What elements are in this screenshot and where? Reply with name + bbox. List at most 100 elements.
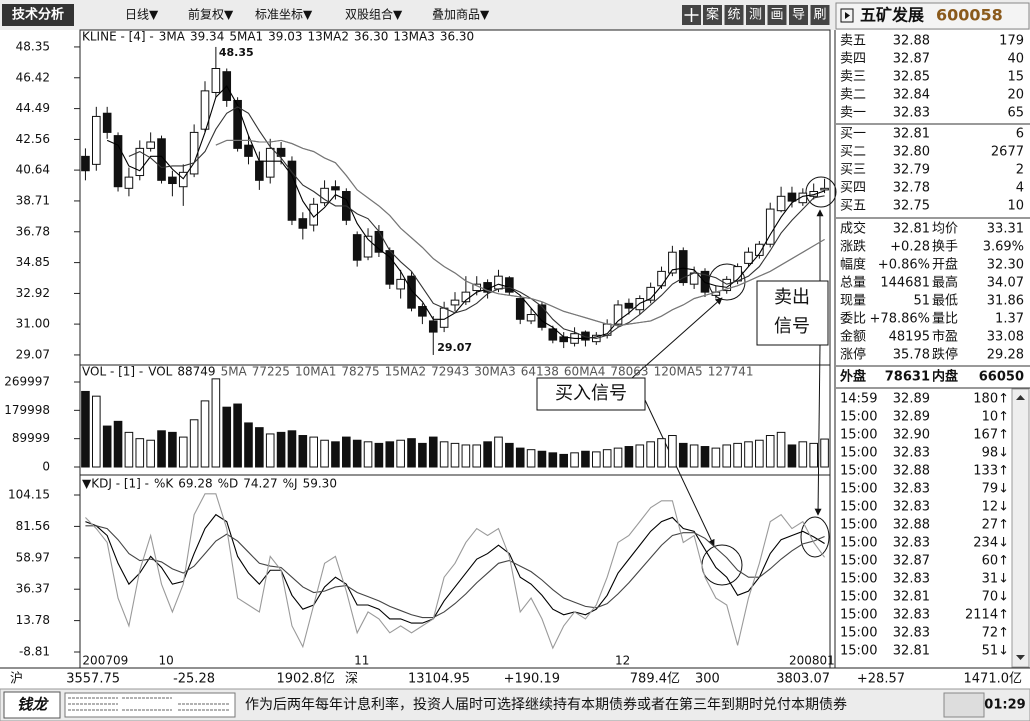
stat-cell: 最高	[932, 275, 958, 291]
analysis-button[interactable]	[2, 4, 74, 26]
ask-row: 卖四	[840, 52, 866, 67]
volume-bar	[494, 436, 503, 468]
legend-name: 13MA3	[393, 30, 434, 44]
volume-bar	[396, 439, 405, 468]
trade-row: 32.83	[893, 626, 930, 641]
tool-button[interactable]	[767, 5, 787, 25]
legend-value: 39.03	[268, 30, 302, 44]
arrow	[631, 297, 723, 379]
stat-cell: 144681	[880, 276, 930, 291]
bid-row: 买二	[840, 145, 866, 160]
ask-row: 32.85	[893, 70, 930, 85]
y-tick-label: 40.64	[16, 163, 50, 177]
stat-cell: +0.86%	[878, 258, 930, 273]
legend-name: %K	[154, 477, 174, 491]
trade-row: 32.83	[893, 572, 930, 587]
volume-bar	[331, 441, 340, 468]
ma-line	[215, 139, 825, 327]
logo-box	[3, 691, 61, 719]
legend-name: 5MA1	[229, 30, 263, 44]
sell-circle	[800, 516, 830, 558]
ticker-controls[interactable]	[943, 692, 985, 718]
expand-icon[interactable]	[840, 8, 854, 23]
menu[interactable]: 日线▼	[125, 8, 159, 22]
legend-value: 88749	[177, 365, 215, 379]
trade-row: 15:00	[840, 410, 877, 425]
trade-row: 15:00	[840, 644, 877, 659]
candle-body	[168, 176, 177, 185]
stat-cell: 金额	[840, 329, 866, 345]
stat-cell: 33.31	[987, 222, 1024, 237]
tool-button[interactable]	[810, 5, 830, 25]
legend-name: 13MA2	[308, 30, 349, 44]
tool-button[interactable]	[724, 5, 744, 25]
candle-body	[331, 186, 340, 191]
trade-row: 32.83	[893, 446, 930, 461]
legend-name: 120MA5	[654, 365, 703, 379]
candle-body	[537, 304, 547, 328]
index-cell: 3557.75	[66, 672, 120, 687]
stat-cell: 委比	[840, 312, 866, 327]
y-tick-label: 36.78	[16, 224, 50, 238]
stat-cell: 成交	[840, 221, 866, 237]
volume-bar	[700, 446, 710, 468]
legend-value: 36.30	[354, 30, 388, 44]
bid-row: 32.79	[893, 163, 930, 178]
candle-body	[135, 147, 145, 177]
scrollbar[interactable]	[1011, 388, 1030, 668]
candle-body	[613, 304, 623, 325]
bid-row: 买三	[840, 163, 866, 178]
tool-label[interactable]: 案	[706, 8, 719, 23]
candle-body	[820, 187, 829, 191]
volume-bar	[146, 439, 155, 468]
analysis-button-label[interactable]: 技术分析	[12, 7, 64, 23]
volume-bar	[211, 378, 221, 468]
volume-bar	[581, 450, 590, 468]
volume-bar	[178, 436, 188, 468]
tool-label[interactable]: 导	[792, 8, 805, 23]
volume-bar	[787, 444, 797, 468]
volume-bar	[505, 442, 514, 468]
ask-row: 179	[999, 34, 1024, 49]
candle-body	[352, 234, 362, 261]
volume-bar	[124, 431, 134, 468]
legend-title: ▼KDJ - [1] -	[82, 477, 149, 491]
tool-label[interactable]: 统	[727, 8, 740, 23]
ask-row: 65	[1007, 106, 1024, 121]
volume-bar	[233, 403, 242, 468]
stat-cell: 34.07	[987, 276, 1024, 291]
candle-body	[418, 306, 427, 317]
y-tick-label: 31.00	[16, 317, 50, 331]
volume-bar	[809, 442, 818, 468]
candle-body	[635, 298, 645, 311]
x-tick-label: 12	[615, 654, 630, 668]
ask-row: 卖五	[840, 34, 866, 49]
menu[interactable]: 叠加商品▼	[432, 7, 490, 22]
candle-body	[396, 278, 405, 290]
volume-bar	[374, 442, 384, 468]
tool-label[interactable]: 测	[749, 8, 762, 23]
tool-button[interactable]	[703, 5, 722, 25]
tool-button[interactable]	[789, 5, 808, 25]
volume-bar	[157, 430, 166, 468]
menu[interactable]: 前复权▼	[188, 7, 234, 22]
trade-row: 32.90	[893, 428, 930, 443]
stat-cell: 最低	[932, 294, 958, 309]
bid-row: 10	[1007, 199, 1024, 214]
trade-row: 31↓	[982, 572, 1009, 587]
menu[interactable]: 标准坐标▼	[255, 8, 313, 22]
menu[interactable]: 双股组合▼	[345, 7, 403, 22]
stat-cell: 换手	[932, 240, 958, 255]
volume-bar	[765, 435, 775, 468]
stat-cell: 32.30	[987, 258, 1024, 273]
trade-row: 15:00	[840, 554, 877, 569]
candle-body	[157, 138, 166, 181]
high-label: 48.35	[219, 46, 254, 59]
tool-label[interactable]: 刷	[813, 8, 826, 23]
tool-button[interactable]	[746, 5, 765, 25]
tool-label[interactable]: 画	[770, 8, 783, 23]
bid-row: 32.78	[893, 181, 930, 196]
volume-bar	[483, 441, 492, 468]
candle-body	[657, 270, 666, 287]
